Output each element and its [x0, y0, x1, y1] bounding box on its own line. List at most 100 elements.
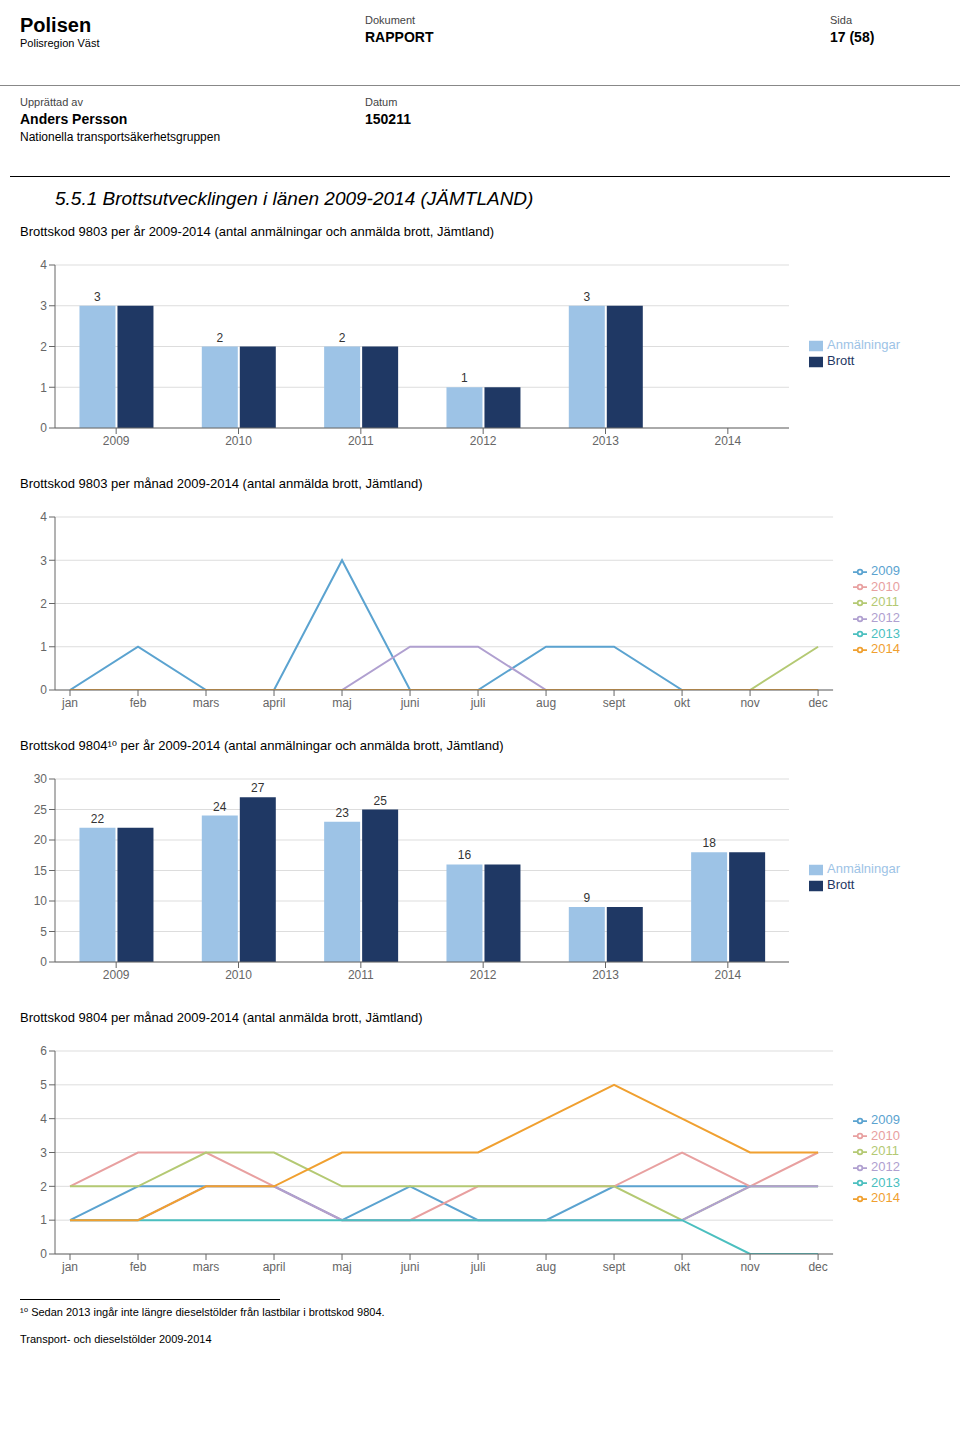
svg-text:10: 10: [34, 894, 48, 908]
svg-text:0: 0: [40, 683, 47, 697]
html-text:2013: 2013: [871, 625, 900, 641]
svg-text:2: 2: [216, 331, 223, 345]
html-text:Anmälningar: Anmälningar: [827, 861, 900, 877]
svg-text:2012: 2012: [470, 968, 497, 982]
svg-text:nov: nov: [740, 1260, 759, 1274]
svg-text:3: 3: [94, 290, 101, 304]
svg-text:0: 0: [40, 1247, 47, 1261]
svg-text:jan: jan: [61, 1260, 78, 1274]
svg-text:24: 24: [213, 800, 227, 814]
html-text:Brott: Brott: [827, 353, 855, 368]
svg-text:dec: dec: [808, 1260, 827, 1274]
html-text:Polisen: Polisen: [20, 14, 92, 36]
svg-text:2: 2: [40, 597, 47, 611]
svg-text:2: 2: [40, 340, 47, 354]
svg-text:dec: dec: [808, 696, 827, 710]
svg-text:2012: 2012: [470, 434, 497, 448]
svg-text:okt: okt: [674, 696, 691, 710]
html-text:2012: 2012: [871, 610, 900, 625]
svg-text:2013: 2013: [592, 968, 619, 982]
html-text:2014: 2014: [871, 1190, 900, 1206]
html-text:2010: 2010: [871, 1127, 900, 1143]
svg-text:sept: sept: [603, 1260, 626, 1274]
svg-text:3: 3: [583, 290, 590, 304]
svg-text:2014: 2014: [714, 968, 741, 982]
svg-text:juni: juni: [400, 1260, 420, 1274]
html-text:2010: 2010: [871, 578, 900, 594]
html-text:Brottskod 9803 per år 2009-201: Brottskod 9803 per år 2009-2014 (antal a…: [20, 224, 495, 239]
svg-text:1: 1: [461, 371, 468, 385]
svg-text:30: 30: [34, 772, 48, 786]
svg-text:4: 4: [40, 1112, 47, 1126]
svg-text:mars: mars: [193, 1260, 220, 1274]
html-text:RAPPORT: RAPPORT: [365, 29, 434, 45]
svg-text:nov: nov: [740, 696, 759, 710]
svg-text:1: 1: [40, 1213, 47, 1227]
svg-text:okt: okt: [674, 1260, 691, 1274]
html-text:2011: 2011: [871, 1143, 899, 1159]
svg-text:4: 4: [40, 510, 47, 524]
html-text:Anders Persson: Anders Persson: [20, 111, 128, 127]
svg-text:5: 5: [40, 925, 47, 939]
html-text:2009: 2009: [871, 1112, 900, 1128]
svg-text:1: 1: [40, 640, 47, 654]
svg-text:2014: 2014: [714, 434, 741, 448]
svg-text:1: 1: [40, 381, 47, 395]
html-text:2011: 2011: [871, 594, 899, 610]
html-text:Brott: Brott: [827, 877, 855, 892]
svg-text:sept: sept: [603, 696, 626, 710]
svg-text:23: 23: [335, 806, 349, 820]
svg-text:25: 25: [373, 794, 387, 808]
svg-text:3: 3: [40, 299, 47, 313]
svg-text:20: 20: [34, 833, 48, 847]
svg-text:2011: 2011: [348, 968, 374, 982]
svg-text:9: 9: [583, 891, 590, 905]
svg-text:2011: 2011: [348, 434, 374, 448]
svg-text:feb: feb: [130, 696, 147, 710]
svg-text:5: 5: [40, 1078, 47, 1092]
svg-text:2013: 2013: [592, 434, 619, 448]
html-text:2014: 2014: [871, 641, 900, 657]
svg-text:juni: juni: [400, 696, 420, 710]
svg-text:15: 15: [34, 864, 48, 878]
html-text:5.5.1 Brottsutvecklingen i län: 5.5.1 Brottsutvecklingen i länen 2009-20…: [55, 188, 534, 209]
svg-text:maj: maj: [332, 696, 351, 710]
svg-text:juli: juli: [470, 696, 486, 710]
html-text:Anmälningar: Anmälningar: [827, 337, 900, 353]
svg-text:maj: maj: [332, 1260, 351, 1274]
svg-text:2010: 2010: [225, 434, 252, 448]
svg-text:27: 27: [251, 781, 265, 795]
svg-text:2: 2: [339, 331, 346, 345]
svg-text:mars: mars: [193, 696, 220, 710]
svg-text:3: 3: [40, 554, 47, 568]
html-text:Brottskod 9803 per månad 2009-: Brottskod 9803 per månad 2009-2014 (anta…: [20, 476, 423, 491]
svg-text:april: april: [263, 1260, 286, 1274]
svg-text:april: april: [263, 696, 286, 710]
svg-text:aug: aug: [536, 696, 556, 710]
svg-text:2: 2: [40, 1180, 47, 1194]
svg-text:16: 16: [458, 848, 472, 862]
svg-text:2010: 2010: [225, 968, 252, 982]
svg-text:feb: feb: [130, 1260, 147, 1274]
html-text:2013: 2013: [871, 1174, 900, 1190]
html-text:Brottskod 9804 per månad 2009-: Brottskod 9804 per månad 2009-2014 (anta…: [20, 1010, 423, 1025]
svg-text:18: 18: [702, 836, 716, 850]
html-text:2009: 2009: [871, 563, 900, 579]
svg-text:25: 25: [34, 803, 48, 817]
svg-text:3: 3: [40, 1146, 47, 1160]
html-text:Nationella transportsäkerhetsg: Nationella transportsäkerhetsgruppen: [20, 130, 221, 144]
svg-text:4: 4: [40, 258, 47, 272]
html-text:17 (58): 17 (58): [830, 29, 875, 45]
html-text:150211: 150211: [365, 111, 411, 127]
svg-text:0: 0: [40, 421, 47, 435]
svg-text:jan: jan: [61, 696, 78, 710]
svg-text:6: 6: [40, 1044, 47, 1058]
html-text:2012: 2012: [871, 1159, 900, 1174]
svg-text:aug: aug: [536, 1260, 556, 1274]
svg-text:0: 0: [40, 955, 47, 969]
svg-text:2009: 2009: [103, 968, 130, 982]
svg-text:2009: 2009: [103, 434, 130, 448]
html-text:Brottskod 9804¹⁰ per år 2009-2: Brottskod 9804¹⁰ per år 2009-2014 (antal…: [20, 738, 504, 753]
svg-text:22: 22: [91, 812, 105, 826]
svg-text:juli: juli: [470, 1260, 486, 1274]
